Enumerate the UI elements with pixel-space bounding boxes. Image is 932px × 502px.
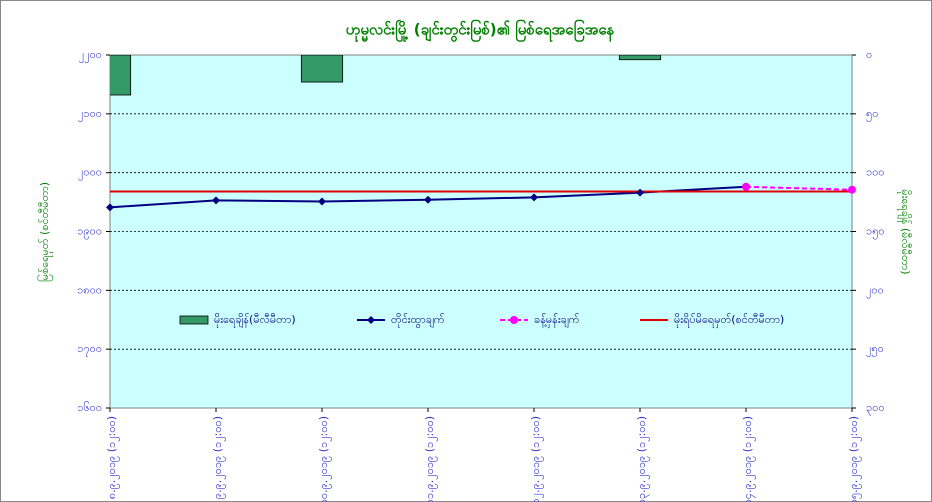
point	[424, 195, 432, 204]
y-tick-label: ၂၀၀၀	[78, 166, 102, 181]
legend-label: တိုင်းထွာချက်	[391, 313, 445, 328]
y-tick-label: ၂၁၀၀	[78, 107, 102, 122]
point	[530, 193, 538, 202]
point	[742, 182, 750, 191]
bar	[300, 55, 344, 83]
x-tick-label: ၁၄.၉.၂၀၁၉ (၁၂:၀၀)	[741, 416, 756, 502]
x-tick-label: ၉.၉.၂၀၁၉ (၁၂:၀၀)	[211, 416, 226, 499]
legend-label: ခန့်မှန်းချက်	[534, 313, 580, 328]
x-tick-label: ၁၀.၉.၂၀၁၉ (၁၂:၀၀)	[317, 416, 332, 502]
legend-marker	[510, 316, 518, 324]
line	[745, 185, 852, 191]
y2-tick-label: ၃၀၀	[866, 401, 885, 416]
y2-tick-label: ၅၀	[866, 107, 878, 122]
bar	[618, 55, 662, 61]
point	[848, 185, 856, 194]
point	[318, 197, 326, 206]
x-tick-label: ၁၃.၉.၂၀၁၉ (၁၂:၀၀)	[635, 416, 650, 502]
x-tick-label: ၁၁.၉.၂၀၁၉ (၁၂:၀၀)	[423, 416, 438, 502]
legend-label: မိုးရေချိန်(မီလီမီတာ)	[214, 313, 296, 328]
y-tick-label: ၁၉၀၀	[77, 225, 102, 240]
y-tick-label: ၂၂၀၀	[79, 48, 102, 63]
x-tick-label: ၁၂.၉.၂၀၁၉ (၁၂:၀၀)	[529, 416, 544, 502]
y2-tick-label: ၀	[866, 48, 872, 61]
legend-swatch	[179, 315, 209, 325]
bar	[110, 55, 132, 96]
x-tick-label: ၁၅.၉.၂၀၁၉ (၁၂:၀၀)	[847, 416, 862, 502]
y2-tick-label: ၂၅၀	[866, 342, 884, 357]
y-tick-label: ၁၈၀၀	[77, 283, 102, 296]
x-tick-label: ၈.၉.၂၀၁၉ (၁၂:၀၀)	[105, 416, 120, 499]
point	[636, 188, 644, 197]
legend-marker	[367, 316, 375, 324]
y2-tick-label: ၂၀၀	[866, 283, 884, 298]
point	[106, 203, 114, 212]
y-tick-label: ၁၆၀၀	[77, 401, 102, 414]
y2-tick-label: ၁၅၀	[866, 225, 885, 240]
point	[212, 196, 220, 205]
plot-area	[109, 54, 853, 409]
legend-label: မိုးရိပ်မိရေမှတ်(စင်တီမီတာ)	[674, 313, 784, 328]
y2-tick-label: ၁၀၀	[866, 166, 885, 179]
y-axis-label: မြစ်ရေမှတ် (စင်တီမီတာ)	[37, 182, 53, 282]
y-tick-label: ၁၇၀၀	[77, 342, 102, 357]
y2-axis-label: မိုးရေချိန် (မီလီမီတာ)	[897, 189, 912, 274]
